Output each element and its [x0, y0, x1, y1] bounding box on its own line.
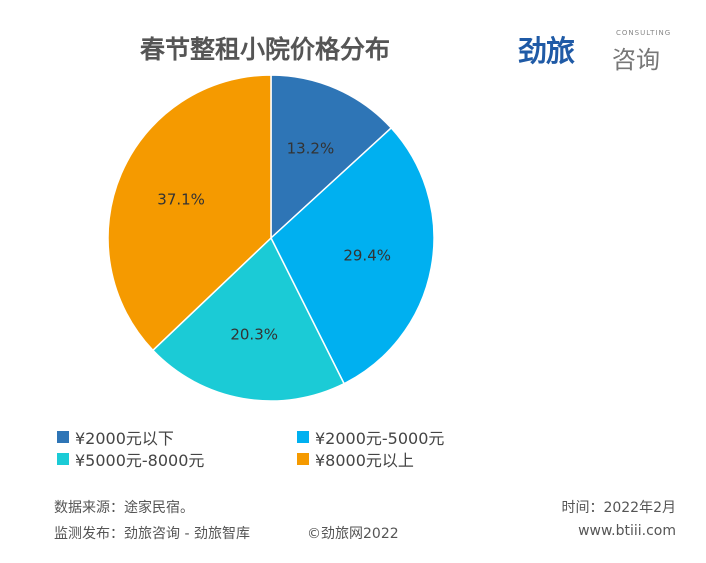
legend-item-2: ¥5000元-8000元 — [57, 447, 204, 471]
logo-sub: 咨询 — [612, 46, 660, 74]
legend-item-3: ¥8000元以上 — [297, 447, 414, 471]
footer-publisher: 监测发布：劲旅咨询 - 劲旅智库 — [54, 526, 250, 542]
pie-slice-1 — [270, 126, 435, 385]
pie-chart: 13.2% 29.4% 20.3% 37.1% — [107, 74, 435, 402]
legend-label: ¥5000元-8000元 — [75, 451, 205, 470]
logo-main: 劲旅 — [518, 34, 575, 68]
legend-swatch — [57, 453, 69, 465]
legend-label: ¥2000元以下 — [75, 429, 174, 448]
legend-swatch — [297, 431, 309, 443]
logo-en: CONSULTING — [616, 29, 672, 37]
legend-swatch — [297, 453, 309, 465]
legend-label: ¥8000元以上 — [315, 451, 414, 470]
data-label-2: 20.3% — [230, 325, 278, 343]
footer-copyright: ©劲旅网2022 — [307, 526, 399, 542]
legend-swatch — [57, 431, 69, 443]
pie-slice-0 — [270, 74, 393, 240]
legend-label: ¥2000元-5000元 — [315, 429, 445, 448]
legend-item-0: ¥2000元以下 — [57, 425, 174, 449]
data-label-1: 29.4% — [343, 247, 391, 265]
pie-slice-3 — [107, 74, 272, 352]
footer-website: www.btiii.com — [578, 523, 676, 539]
chart-title: 春节整租小院价格分布 — [140, 35, 391, 64]
pie-slice-2 — [151, 236, 346, 402]
footer-source: 数据来源：途家民宿。 — [54, 500, 194, 516]
data-label-0: 13.2% — [287, 139, 335, 157]
footer-time: 时间：2022年2月 — [561, 500, 676, 516]
data-label-3: 37.1% — [157, 190, 205, 208]
legend-item-1: ¥2000元-5000元 — [297, 425, 444, 449]
brand-logo: 劲旅 咨询 CONSULTING — [518, 28, 672, 74]
